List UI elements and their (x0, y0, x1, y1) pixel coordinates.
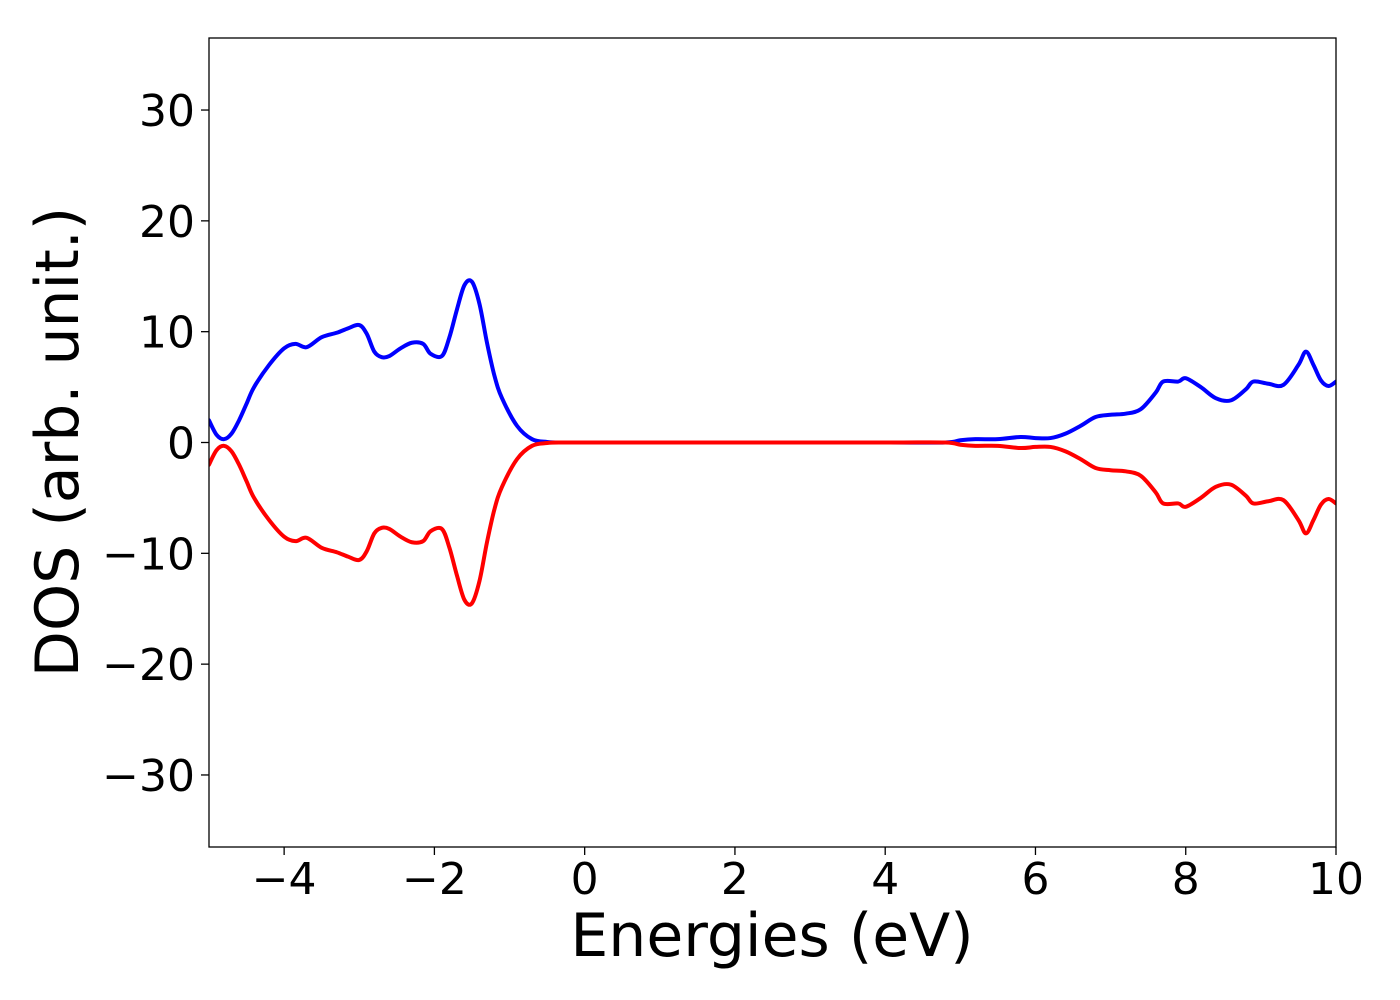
y-tick-label: 20 (139, 197, 195, 248)
x-axis-ticks: −4 −2 0 2 4 6 8 10 (252, 847, 1364, 905)
y-tick-label: −10 (102, 529, 195, 580)
y-tick-label: −30 (102, 751, 195, 802)
x-tick-label: −4 (252, 854, 317, 905)
x-tick-label: 6 (1021, 854, 1049, 905)
y-tick-label: 0 (167, 419, 195, 470)
x-tick-label: 4 (871, 854, 899, 905)
x-tick-label: 10 (1308, 854, 1364, 905)
series-layer (209, 278, 1336, 607)
y-tick-label: 30 (139, 86, 195, 137)
x-axis-label: Energies (eV) (570, 901, 973, 971)
x-tick-label: 8 (1172, 854, 1200, 905)
x-tick-label: 2 (721, 854, 749, 905)
x-tick-label: 0 (571, 854, 599, 905)
y-axis-label: DOS (arb. unit.) (23, 207, 93, 677)
series-line-red (209, 440, 1336, 607)
x-tick-label: −2 (402, 854, 467, 905)
y-axis-ticks: 30 20 10 0 −10 −20 −30 (102, 86, 209, 802)
y-tick-label: 10 (139, 308, 195, 359)
y-tick-label: −20 (102, 640, 195, 691)
